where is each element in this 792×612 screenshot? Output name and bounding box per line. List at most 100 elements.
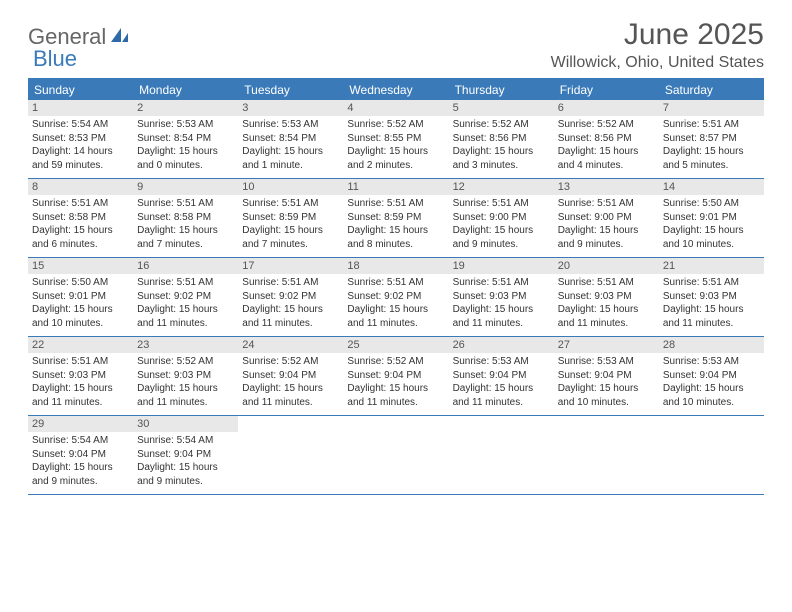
day-info-line: and 11 minutes.	[453, 396, 550, 410]
day-info-line: Sunset: 9:04 PM	[32, 448, 129, 462]
day-info: Sunrise: 5:53 AMSunset: 9:04 PMDaylight:…	[453, 355, 550, 409]
day-info-line: Daylight: 15 hours	[242, 224, 339, 238]
logo-sail-icon	[109, 24, 129, 50]
day-info-line: and 7 minutes.	[137, 238, 234, 252]
day-info-line: and 9 minutes.	[558, 238, 655, 252]
day-info-line: Daylight: 15 hours	[137, 303, 234, 317]
day-info-line: and 9 minutes.	[137, 475, 234, 489]
day-info-line: Sunrise: 5:51 AM	[137, 197, 234, 211]
day-info-line: Sunrise: 5:53 AM	[663, 355, 760, 369]
day-info-line: Daylight: 15 hours	[32, 224, 129, 238]
day-info-line: Daylight: 15 hours	[137, 224, 234, 238]
day-number: 13	[554, 179, 659, 195]
day-number: 8	[28, 179, 133, 195]
day-info-line: and 10 minutes.	[32, 317, 129, 331]
day-info-line: Sunset: 8:53 PM	[32, 132, 129, 146]
day-info: Sunrise: 5:51 AMSunset: 8:58 PMDaylight:…	[32, 197, 129, 251]
day-info-line: Sunset: 8:57 PM	[663, 132, 760, 146]
day-info: Sunrise: 5:51 AMSunset: 9:02 PMDaylight:…	[137, 276, 234, 330]
day-info-line: and 11 minutes.	[347, 317, 444, 331]
day-info-line: and 59 minutes.	[32, 159, 129, 173]
day-info: Sunrise: 5:54 AMSunset: 9:04 PMDaylight:…	[137, 434, 234, 488]
day-info-line: Sunrise: 5:51 AM	[137, 276, 234, 290]
day-info-line: Sunset: 8:59 PM	[347, 211, 444, 225]
day-cell: 14Sunrise: 5:50 AMSunset: 9:01 PMDayligh…	[659, 179, 764, 257]
day-cell: 16 Sunrise: 5:51 AMSunset: 9:02 PMDayligh…	[133, 258, 238, 336]
day-info-line: Sunset: 9:04 PM	[347, 369, 444, 383]
calendar: Sunday Monday Tuesday Wednesday Thursday…	[28, 78, 764, 495]
day-info: Sunrise: 5:53 AMSunset: 8:54 PMDaylight:…	[137, 118, 234, 172]
day-number: 10	[238, 179, 343, 195]
day-info-line: Sunrise: 5:53 AM	[558, 355, 655, 369]
day-cell: 4Sunrise: 5:52 AMSunset: 8:55 PMDaylight…	[343, 100, 448, 178]
day-info-line: Sunrise: 5:51 AM	[558, 276, 655, 290]
day-cell: 9Sunrise: 5:51 AMSunset: 8:58 PMDaylight…	[133, 179, 238, 257]
day-info-line: Sunrise: 5:51 AM	[558, 197, 655, 211]
day-cell: 5Sunrise: 5:52 AMSunset: 8:56 PMDaylight…	[449, 100, 554, 178]
day-info-line: Sunset: 8:59 PM	[242, 211, 339, 225]
day-cell: 7Sunrise: 5:51 AMSunset: 8:57 PMDaylight…	[659, 100, 764, 178]
day-info-line: Sunrise: 5:54 AM	[32, 434, 129, 448]
day-info-line: Sunrise: 5:51 AM	[347, 276, 444, 290]
day-info-line: Sunset: 8:55 PM	[347, 132, 444, 146]
day-info-line: Sunrise: 5:54 AM	[137, 434, 234, 448]
day-info-line: and 9 minutes.	[32, 475, 129, 489]
day-info: Sunrise: 5:51 AMSunset: 8:59 PMDaylight:…	[347, 197, 444, 251]
day-info-line: Daylight: 15 hours	[137, 382, 234, 396]
day-cell: 24Sunrise: 5:52 AMSunset: 9:04 PMDayligh…	[238, 337, 343, 415]
day-cell: 21Sunrise: 5:51 AMSunset: 9:03 PMDayligh…	[659, 258, 764, 336]
day-info: Sunrise: 5:54 AMSunset: 8:53 PMDaylight:…	[32, 118, 129, 172]
day-cell: 15Sunrise: 5:50 AMSunset: 9:01 PMDayligh…	[28, 258, 133, 336]
day-info-line: Sunset: 8:54 PM	[137, 132, 234, 146]
day-info: Sunrise: 5:50 AMSunset: 9:01 PMDaylight:…	[32, 276, 129, 330]
day-info-line: and 11 minutes.	[32, 396, 129, 410]
day-info-line: Sunset: 9:04 PM	[453, 369, 550, 383]
day-info: Sunrise: 5:51 AMSunset: 9:00 PMDaylight:…	[558, 197, 655, 251]
day-info-line: and 11 minutes.	[663, 317, 760, 331]
day-info-line: Daylight: 15 hours	[663, 382, 760, 396]
day-info-line: Sunset: 9:02 PM	[137, 290, 234, 304]
day-cell	[343, 416, 448, 494]
day-number: 16	[133, 258, 238, 274]
day-header-row: Sunday Monday Tuesday Wednesday Thursday…	[28, 80, 764, 100]
day-info-line: and 8 minutes.	[347, 238, 444, 252]
day-info-line: Sunset: 8:54 PM	[242, 132, 339, 146]
day-number: 26	[449, 337, 554, 353]
day-info-line: Daylight: 15 hours	[663, 303, 760, 317]
day-info-line: Daylight: 15 hours	[453, 382, 550, 396]
day-info-line: and 11 minutes.	[453, 317, 550, 331]
day-info: Sunrise: 5:52 AMSunset: 8:56 PMDaylight:…	[558, 118, 655, 172]
day-number: 18	[343, 258, 448, 274]
day-info: Sunrise: 5:51 AMSunset: 9:00 PMDaylight:…	[453, 197, 550, 251]
day-info-line: Sunrise: 5:50 AM	[663, 197, 760, 211]
day-info-line: Daylight: 15 hours	[453, 145, 550, 159]
day-info-line: Sunrise: 5:51 AM	[32, 197, 129, 211]
day-number: 7	[659, 100, 764, 116]
day-info-line: Daylight: 15 hours	[347, 303, 444, 317]
day-info-line: Sunrise: 5:51 AM	[242, 276, 339, 290]
day-info: Sunrise: 5:52 AMSunset: 9:04 PMDaylight:…	[347, 355, 444, 409]
day-info-line: Sunrise: 5:51 AM	[347, 197, 444, 211]
day-number: 17	[238, 258, 343, 274]
day-info-line: Sunset: 9:03 PM	[32, 369, 129, 383]
day-cell: 8 Sunrise: 5:51 AMSunset: 8:58 PMDaylight…	[28, 179, 133, 257]
week-row: 22Sunrise: 5:51 AMSunset: 9:03 PMDayligh…	[28, 337, 764, 416]
day-info-line: Sunset: 8:58 PM	[137, 211, 234, 225]
day-info-line: Daylight: 15 hours	[453, 224, 550, 238]
day-info-line: Sunset: 9:03 PM	[453, 290, 550, 304]
day-info-line: Sunset: 9:01 PM	[663, 211, 760, 225]
day-info-line: and 5 minutes.	[663, 159, 760, 173]
day-info-line: Sunset: 9:04 PM	[663, 369, 760, 383]
day-info-line: and 7 minutes.	[242, 238, 339, 252]
day-info: Sunrise: 5:52 AMSunset: 9:03 PMDaylight:…	[137, 355, 234, 409]
day-info-line: Sunrise: 5:51 AM	[663, 276, 760, 290]
day-number: 1	[28, 100, 133, 116]
day-info: Sunrise: 5:51 AMSunset: 9:03 PMDaylight:…	[663, 276, 760, 330]
location: Willowick, Ohio, United States	[551, 54, 764, 72]
day-number: 20	[554, 258, 659, 274]
day-info-line: Daylight: 15 hours	[453, 303, 550, 317]
day-info-line: Sunset: 9:02 PM	[242, 290, 339, 304]
day-info-line: Sunset: 9:02 PM	[347, 290, 444, 304]
day-number: 14	[659, 179, 764, 195]
day-info-line: Sunrise: 5:53 AM	[453, 355, 550, 369]
